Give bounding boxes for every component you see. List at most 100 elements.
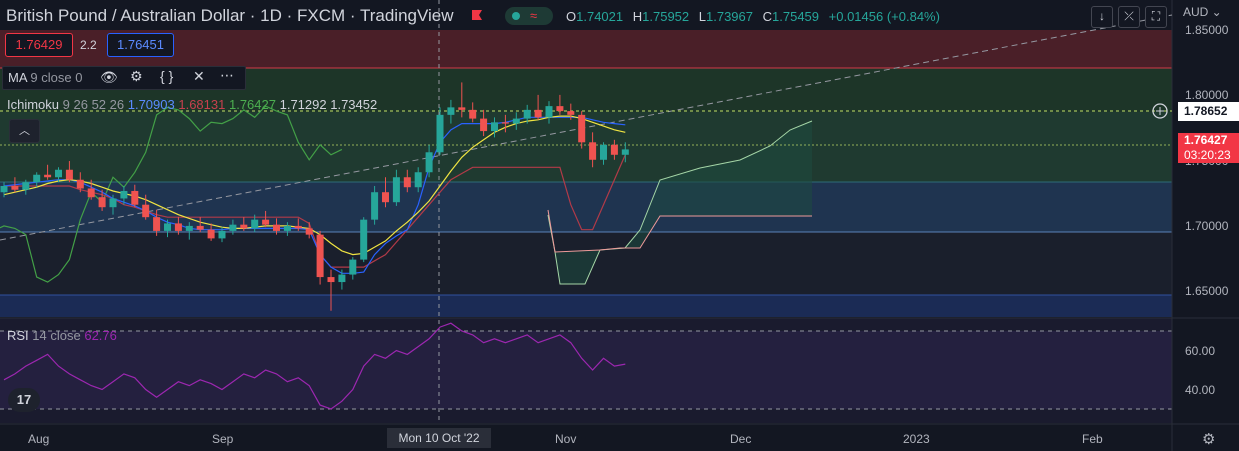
- tenkan-line: [3, 116, 626, 274]
- rsi-legend[interactable]: RSI 14 close 62.76: [7, 328, 117, 343]
- candle-body: [425, 152, 433, 173]
- collapse-legend-button[interactable]: ︿: [9, 119, 40, 143]
- candle-body: [469, 109, 477, 119]
- low-label: L: [698, 9, 706, 24]
- rsi-tick: 40.00: [1185, 383, 1216, 397]
- ichimoku-params: 9 26 52 26: [62, 97, 125, 112]
- candle-body: [283, 225, 291, 231]
- candle-body: [447, 107, 455, 115]
- collapse-icon: ⤫: [1124, 9, 1134, 23]
- candle-body: [185, 225, 193, 231]
- zone-green-2: [0, 112, 1172, 182]
- sell-button[interactable]: 1.76429: [5, 33, 73, 57]
- candle-body: [534, 109, 542, 118]
- ichimoku-chikou: 1.76427: [228, 97, 276, 112]
- rsi-line: [3, 322, 626, 410]
- candle-body: [87, 188, 95, 198]
- open-label: O: [566, 9, 577, 24]
- close-icon[interactable]: ✕: [193, 68, 205, 84]
- chevron-up-icon: ︿: [19, 125, 30, 137]
- ichimoku-cloud: [555, 121, 812, 284]
- candle-body: [491, 122, 498, 132]
- currency-selector[interactable]: AUD ⌄: [1183, 5, 1222, 19]
- candle-body: [403, 177, 411, 188]
- time-label: Aug: [28, 432, 50, 446]
- price-tick: 1.70000: [1185, 219, 1229, 233]
- ohlc-readout: O1.74021 H1.75952 L1.73967 C1.75459 +0.0…: [566, 9, 946, 24]
- chikou-line: [0, 105, 343, 283]
- candle-body: [371, 192, 379, 220]
- candle-body: [523, 109, 531, 119]
- candle-body: [327, 277, 335, 283]
- braces-icon[interactable]: { }: [160, 68, 174, 84]
- more-icon[interactable]: ⋯: [220, 67, 234, 83]
- symbol-title[interactable]: British Pound / Australian Dollar · 1D ·…: [6, 6, 454, 25]
- ma-params: 9 close 0: [30, 70, 83, 85]
- collapse-button[interactable]: ⤫: [1118, 6, 1140, 28]
- time-label: Dec: [730, 432, 752, 446]
- time-label: Sep: [212, 432, 234, 446]
- candle-body: [414, 172, 422, 188]
- ichimoku-legend[interactable]: Ichimoku 9 26 52 26 1.70903 1.68131 1.76…: [7, 97, 377, 112]
- settings-gear-icon[interactable]: ⚙: [1202, 431, 1216, 448]
- maximize-icon: ⛶: [1151, 9, 1161, 23]
- scroll-down-button[interactable]: ↓: [1091, 6, 1113, 28]
- time-label: 2023: [903, 432, 930, 446]
- candle-body: [458, 107, 466, 110]
- flag-icon[interactable]: [471, 9, 483, 21]
- last-price-tag: 1.76427 03:20:23: [1178, 133, 1239, 163]
- candle-body: [0, 185, 8, 193]
- candle-body: [153, 217, 161, 231]
- candle-body: [545, 106, 553, 118]
- tradingview-logo-icon[interactable]: 17: [8, 388, 40, 412]
- candle-body: [589, 142, 597, 160]
- candle-body: [305, 228, 313, 235]
- gear-icon[interactable]: ⚙: [130, 68, 143, 84]
- add-alert-icon[interactable]: [1152, 103, 1168, 119]
- candle-body: [621, 149, 629, 155]
- candle-body: [44, 174, 52, 178]
- senkou-a-line: [547, 120, 813, 285]
- candle-body: [11, 185, 19, 190]
- candle-body: [240, 224, 248, 229]
- open-value: 1.74021: [576, 9, 624, 24]
- price-tick: 1.65000: [1185, 284, 1229, 298]
- ma-line: [3, 115, 626, 256]
- candle-body: [294, 225, 302, 229]
- candle-body: [251, 219, 259, 229]
- low-value: 1.73967: [706, 9, 753, 24]
- candle-body: [196, 225, 204, 230]
- candle-body: [349, 259, 357, 275]
- ma-legend[interactable]: MA 9 close 0 👁 ⚙ { } ✕ ⋯: [2, 66, 246, 90]
- candle-body: [55, 169, 62, 178]
- buy-button[interactable]: 1.76451: [107, 33, 174, 57]
- rsi-name: RSI: [7, 328, 29, 343]
- ma-name: MA: [8, 70, 27, 85]
- ichimoku-tenkan: 1.70903: [127, 97, 175, 112]
- candle-body: [382, 192, 389, 203]
- candle-body: [600, 144, 607, 160]
- candle-body: [273, 224, 280, 231]
- candle-body: [65, 169, 73, 180]
- zone-blue-2: [0, 295, 1172, 317]
- candle-body: [316, 234, 324, 278]
- candle-body: [22, 182, 30, 190]
- kijun-line: [4, 154, 626, 268]
- candle-body: [512, 118, 520, 124]
- maximize-button[interactable]: ⛶: [1145, 6, 1167, 28]
- candle-body: [436, 114, 444, 153]
- senkou-b-line: [547, 209, 812, 253]
- eye-icon[interactable]: 👁: [100, 69, 118, 85]
- candle-body: [174, 223, 182, 231]
- spread-value: 2.2: [80, 38, 97, 52]
- candle-body: [120, 190, 128, 199]
- rsi-params: 14 close: [32, 328, 81, 343]
- time-label: Nov: [555, 432, 577, 446]
- candle-body: [480, 118, 488, 132]
- candle-body: [109, 198, 117, 208]
- market-status-pill[interactable]: ≈: [505, 7, 553, 25]
- price-tick: 1.80000: [1185, 88, 1229, 102]
- arrow-down-icon: ↓: [1099, 9, 1105, 23]
- candle-body: [131, 190, 139, 205]
